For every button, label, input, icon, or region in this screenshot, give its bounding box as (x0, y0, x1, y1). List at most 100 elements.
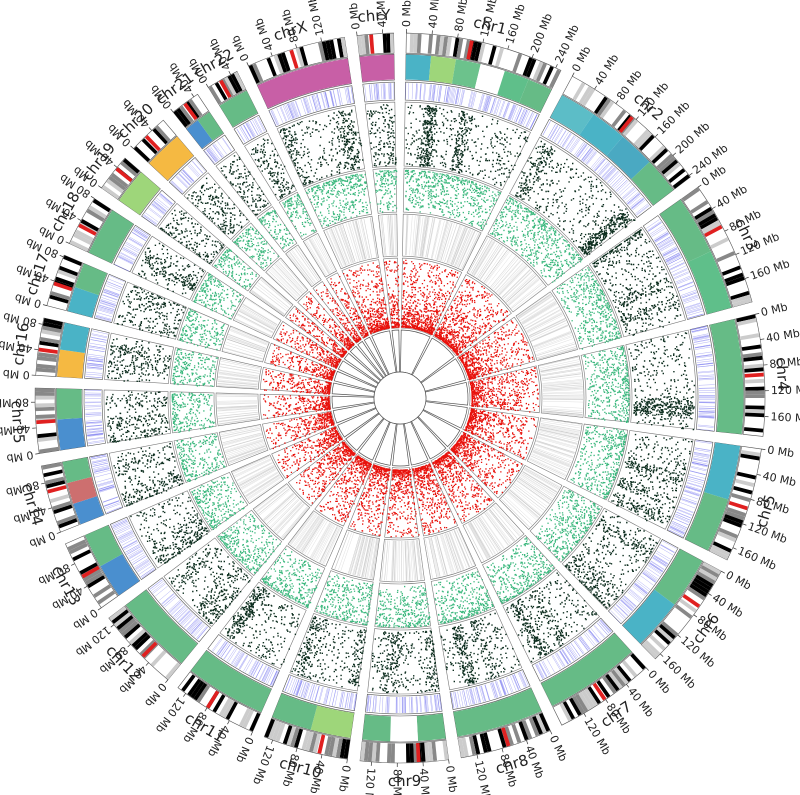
band-segment (622, 589, 675, 644)
density-lines (542, 121, 650, 216)
cytoband (442, 36, 449, 56)
tick-mark (83, 585, 88, 589)
tick-mark (320, 754, 323, 759)
tick-mark (689, 172, 693, 176)
band-segment (416, 713, 446, 742)
chromosome-chr13 (65, 407, 380, 609)
tick-mark (65, 241, 70, 244)
cytoband (581, 88, 596, 107)
cytoband (43, 469, 63, 478)
cytoband (360, 741, 366, 761)
tick-mark (750, 499, 755, 501)
scatter-green-points (176, 433, 226, 482)
band-segment (57, 417, 86, 451)
cytoband (661, 621, 679, 637)
scatter-green-points (490, 197, 583, 283)
cytoband (431, 741, 438, 761)
tick-mark (755, 313, 760, 315)
density-track (404, 81, 540, 131)
cytoband (39, 340, 59, 348)
cytoband (733, 485, 753, 495)
tick-label: 40 Mb (714, 182, 750, 211)
centromere (206, 690, 220, 709)
center-circle (373, 371, 427, 425)
cytoband (732, 298, 752, 308)
tick-mark (744, 276, 749, 279)
scatter-outer-points (168, 544, 251, 624)
link-lines (303, 234, 337, 277)
chromosome-chr19 (101, 157, 381, 384)
scatter-outer-track (367, 627, 440, 695)
cytoband (691, 580, 710, 594)
cytoband (290, 727, 300, 747)
cytoband (725, 510, 745, 521)
cytoband (718, 527, 738, 539)
tick-mark (756, 474, 761, 476)
cytoband (427, 742, 434, 762)
cytoband (608, 671, 623, 690)
link-track (285, 244, 322, 288)
density-track (93, 273, 127, 323)
link-lines (217, 359, 261, 389)
centromere (501, 727, 511, 747)
link-lines (220, 425, 267, 464)
band-segment (62, 457, 92, 484)
band-segment (190, 650, 272, 713)
cytoband (86, 208, 105, 222)
tick-label: 80 Mb (390, 769, 403, 795)
tick-mark (165, 679, 169, 684)
cytoband (725, 276, 745, 287)
cytoband (535, 714, 547, 734)
cytoband (735, 478, 755, 488)
band-segment (660, 199, 711, 263)
centromere (744, 372, 764, 378)
tick-mark (113, 164, 118, 168)
scatter-red-points (263, 369, 332, 395)
cytoband (532, 715, 543, 735)
cytoband (711, 544, 731, 557)
tick-mark (605, 699, 609, 704)
chromosome-chr3 (420, 186, 753, 392)
band-segment (710, 319, 744, 435)
scatter-green-points (214, 248, 257, 289)
density-lines (691, 325, 716, 431)
cytoband (463, 39, 471, 60)
chromosome-label: chr16 (9, 321, 33, 366)
cytoband (562, 701, 576, 720)
chromosome-chrY (356, 32, 400, 373)
cytoband (745, 378, 765, 384)
link-lines (539, 355, 584, 418)
cytoband (584, 688, 598, 707)
chromosome-chr7 (411, 416, 647, 726)
cytoband (277, 53, 288, 73)
tick-label: 160 Mb (770, 410, 800, 425)
cytoband (661, 159, 679, 175)
scatter-red-track (400, 257, 463, 336)
scatter-green-points (375, 169, 398, 213)
scatter-red-points (458, 320, 534, 381)
centromere (219, 79, 232, 99)
cytoband (92, 198, 111, 213)
scatter-green-points (193, 273, 242, 320)
density-lines (211, 637, 280, 687)
band-segment (272, 693, 318, 730)
cytoband (605, 673, 620, 692)
cytoband (724, 272, 744, 283)
scatter-red-points (412, 463, 456, 535)
tick-mark (38, 323, 43, 325)
cytoband (150, 650, 167, 667)
cytoband (712, 541, 732, 553)
cytoband (405, 743, 411, 763)
scatter-green-points (306, 173, 371, 227)
tick-mark (191, 93, 195, 97)
scatter-red-points (386, 468, 420, 538)
density-lines (269, 86, 354, 127)
cytoband (67, 539, 87, 551)
link-lines (234, 297, 281, 338)
cytoband (700, 565, 720, 578)
cytoband (49, 494, 70, 504)
scatter-outer-points (592, 229, 682, 336)
cytoband (73, 232, 92, 245)
cytoband (658, 156, 676, 172)
density-lines (84, 389, 105, 445)
